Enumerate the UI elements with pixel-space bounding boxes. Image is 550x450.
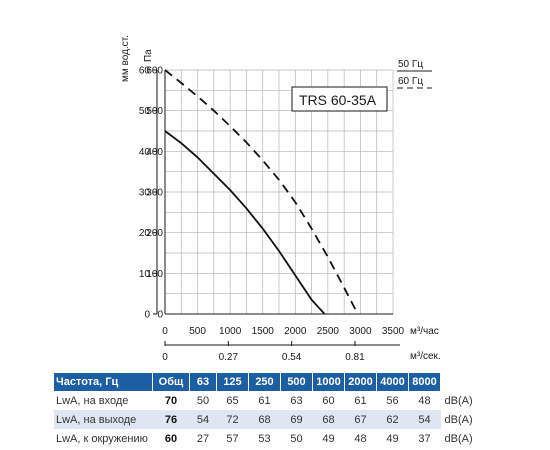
header-cell: 2000 bbox=[344, 373, 377, 391]
header-cell: Общ bbox=[152, 373, 190, 391]
table-row: LwA, к окружению 60 27 57 53 50 49 48 49 37 dB(A) bbox=[54, 429, 495, 448]
header-frequency-label: Частота, Гц bbox=[54, 373, 153, 391]
pa-tick-label: 500 bbox=[146, 106, 163, 117]
model-label-box bbox=[291, 86, 388, 112]
x-axis-label-top: м³/час bbox=[410, 326, 439, 337]
row-total: 70 bbox=[164, 394, 178, 407]
mm-tick-label: 0 bbox=[144, 310, 150, 321]
mm-tick-label: 20 bbox=[139, 228, 151, 239]
mm-tick-label: 40 bbox=[139, 147, 151, 158]
x-tick-label-m3h: 0 bbox=[162, 326, 168, 337]
row-value: 61 bbox=[354, 394, 367, 407]
pa-tick-label: 100 bbox=[146, 269, 163, 280]
mm-tick-label: 60 bbox=[139, 66, 151, 77]
table-row: LwA, на входе 70 50 65 61 63 60 61 56 48 dB(A) bbox=[54, 391, 495, 410]
pa-tick-label: 0 bbox=[157, 310, 163, 321]
row-value: 68 bbox=[248, 410, 281, 429]
header-unit-spacer bbox=[440, 373, 495, 391]
row-total: 60 bbox=[164, 432, 178, 445]
row-value: 61 bbox=[258, 394, 271, 407]
pa-tick-label: 200 bbox=[146, 228, 163, 239]
row-label: LwA, на выходе bbox=[54, 410, 153, 429]
row-value: 37 bbox=[418, 432, 431, 445]
header-cell: 250 bbox=[248, 373, 281, 391]
header-cell: 63 bbox=[189, 373, 217, 391]
x-tick-label-m3h: 1500 bbox=[252, 326, 275, 337]
noise-level-table: Частота, Гц Общ 63 125 250 500 1000 2000 4000 800… bbox=[54, 373, 495, 448]
row-label: LwA, на входе bbox=[56, 394, 129, 407]
x-tick-label-m3s: 0 bbox=[162, 352, 168, 363]
legend: 50 Гц 60 Гц bbox=[397, 59, 432, 89]
row-value: 67 bbox=[344, 410, 377, 429]
row-value: 54 bbox=[408, 410, 441, 429]
row-value: 50 bbox=[290, 432, 303, 445]
x-axis-label-bottom: м³/сек. bbox=[410, 351, 441, 362]
row-value: 53 bbox=[258, 432, 271, 445]
x-tick-label-m3h: 3000 bbox=[349, 326, 372, 337]
header-cell: 1000 bbox=[312, 373, 345, 391]
table-body: LwA, на входе 70 50 65 61 63 60 61 56 48 dB(A) LwA,… bbox=[54, 391, 495, 448]
table-header-row: Частота, Гц Общ 63 125 250 500 1000 2000 4000 800… bbox=[54, 373, 495, 391]
x-tick-label-m3h: 500 bbox=[189, 326, 206, 337]
mm-tick-label: 30 bbox=[139, 188, 151, 199]
row-total: 76 bbox=[152, 410, 190, 429]
y-axis-label-mm: мм вод.ст. bbox=[120, 35, 131, 82]
row-unit: dB(A) bbox=[444, 432, 473, 445]
row-value: 48 bbox=[418, 394, 431, 407]
row-value: 54 bbox=[189, 410, 217, 429]
header-cell: 8000 bbox=[408, 373, 441, 391]
header-cell: 4000 bbox=[376, 373, 409, 391]
row-value: 50 bbox=[196, 394, 210, 407]
row-value: 60 bbox=[322, 394, 335, 407]
pa-tick-label: 600 bbox=[146, 66, 163, 77]
row-value: 56 bbox=[386, 394, 399, 407]
row-value: 69 bbox=[280, 410, 313, 429]
row-value: 57 bbox=[226, 432, 239, 445]
row-value: 63 bbox=[290, 394, 303, 407]
x-tick-label-m3s: 0.81 bbox=[345, 352, 365, 363]
row-value: 65 bbox=[226, 394, 239, 407]
chart-axes bbox=[153, 69, 400, 346]
x-tick-label-m3h: 2500 bbox=[317, 326, 340, 337]
row-value: 62 bbox=[376, 410, 409, 429]
x-tick-label-m3h: 3500 bbox=[382, 326, 405, 337]
legend-label-50hz: 50 Гц bbox=[398, 59, 423, 70]
mm-tick-label: 50 bbox=[139, 106, 151, 117]
chart-curves bbox=[164, 69, 359, 315]
row-value: 72 bbox=[216, 410, 249, 429]
x-tick-label-m3s: 0.54 bbox=[282, 352, 302, 363]
row-value: 49 bbox=[322, 432, 335, 445]
row-unit: dB(A) bbox=[440, 410, 495, 429]
mm-tick-label: 10 bbox=[139, 269, 151, 280]
header-cell: 500 bbox=[280, 373, 313, 391]
pa-tick-label: 300 bbox=[146, 188, 163, 199]
x-tick-label-m3h: 1000 bbox=[219, 326, 242, 337]
row-value: 68 bbox=[312, 410, 345, 429]
header-cell: 125 bbox=[216, 373, 249, 391]
row-unit: dB(A) bbox=[444, 394, 473, 407]
row-value: 48 bbox=[354, 432, 367, 445]
table-row: LwA, на выходе 76 54 72 68 69 68 67 62 54 dB(A) bbox=[54, 410, 495, 429]
row-label: LwA, к окружению bbox=[56, 432, 148, 445]
x-tick-label-m3s: 0.27 bbox=[219, 352, 239, 363]
x-tick-label-m3h: 2000 bbox=[284, 326, 307, 337]
row-value: 49 bbox=[386, 432, 399, 445]
pa-tick-label: 400 bbox=[146, 147, 163, 158]
curve-50hz bbox=[164, 130, 326, 315]
y-axis-label-pa: Па bbox=[143, 49, 154, 62]
legend-label-60hz: 60 Гц bbox=[398, 76, 423, 87]
row-value: 27 bbox=[196, 432, 210, 445]
model-label: TRS 60-35A bbox=[299, 92, 377, 108]
